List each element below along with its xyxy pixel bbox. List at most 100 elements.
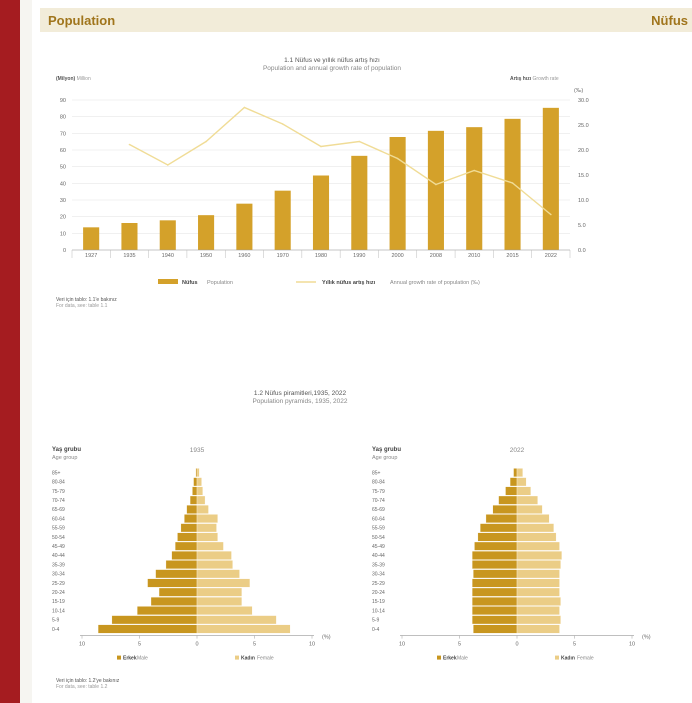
bar-female xyxy=(516,532,557,542)
bar-female xyxy=(516,569,560,579)
legend-label-male-en: Male xyxy=(137,656,148,662)
pyramid-x-tick-label: 5 xyxy=(253,642,256,648)
bar-female xyxy=(196,624,291,634)
age-group-label: 60-64 xyxy=(52,516,65,522)
bar-male xyxy=(158,587,198,597)
age-group-label: 30-34 xyxy=(372,572,385,578)
point-growth-rate xyxy=(358,140,361,143)
bar-population xyxy=(351,155,368,250)
legend-label-female-en: Female xyxy=(257,656,274,662)
bar-female xyxy=(516,578,560,588)
bar-population xyxy=(159,220,176,250)
bar-male xyxy=(471,578,518,588)
y2-tick-label: 5.0 xyxy=(578,223,586,229)
age-group-label: 35-39 xyxy=(52,562,65,568)
pyramid-unit-label: (%) xyxy=(642,635,651,641)
legend-label-male-tr: Erkek xyxy=(443,656,457,662)
bar-female xyxy=(516,514,550,523)
age-axis-label-tr: Yaş grubu xyxy=(52,447,81,453)
y2-tick-label: 0.0 xyxy=(578,248,586,254)
bar-male xyxy=(192,486,198,496)
age-group-label: 10-14 xyxy=(52,608,65,614)
bar-male xyxy=(97,624,198,634)
chart1-note-tr: Veri için tablo: 1.1'e bakınız xyxy=(56,297,117,303)
left-axis-label-tr: (Milyon) xyxy=(56,76,76,82)
y2-tick-label: 25.0 xyxy=(578,123,589,129)
chart1-subtitle: Population and annual growth rate of pop… xyxy=(262,65,402,72)
y2-tick-label: 15.0 xyxy=(578,173,589,179)
bar-male xyxy=(474,541,518,551)
bar-male xyxy=(155,569,198,579)
bar-male xyxy=(471,606,518,615)
bar-male xyxy=(471,551,518,560)
chart2-note-tr: Veri için tablo: 1.2'ye bakınız xyxy=(56,678,120,684)
age-group-label: 50-54 xyxy=(372,535,385,541)
pyramid-x-tick-label: 5 xyxy=(138,642,141,648)
left-margin xyxy=(20,0,32,703)
bar-female xyxy=(516,523,554,533)
age-group-label: 45-49 xyxy=(52,544,65,550)
age-group-label: 50-54 xyxy=(52,535,65,541)
bar-male xyxy=(471,587,518,597)
age-axis-label-tr: Yaş grubu xyxy=(372,447,401,453)
bar-population xyxy=(236,203,253,250)
bar-female xyxy=(516,624,560,634)
age-group-label: 45-49 xyxy=(372,544,385,550)
chart2-note-en: For data, see: table 1.2 xyxy=(56,684,108,690)
legend-label-male-tr: Erkek xyxy=(123,656,137,662)
age-group-label: 5-9 xyxy=(372,618,379,624)
bar-male xyxy=(150,597,198,606)
bar-population xyxy=(427,130,444,250)
point-growth-rate xyxy=(320,145,322,148)
bar-male xyxy=(174,541,198,551)
age-group-label: 75-79 xyxy=(372,489,385,495)
point-growth-rate xyxy=(435,183,437,186)
bar-population xyxy=(121,223,138,250)
pyramid-x-tick-label: 5 xyxy=(458,642,461,648)
x-tick-label: 2022 xyxy=(545,253,557,259)
y2-tick-label: 10.0 xyxy=(578,198,589,204)
bar-male xyxy=(193,477,198,487)
bar-male xyxy=(480,523,518,533)
bar-male xyxy=(195,468,198,477)
bar-female xyxy=(196,551,232,560)
age-group-label: 80-84 xyxy=(372,480,385,486)
age-group-label: 70-74 xyxy=(52,498,65,504)
bar-female xyxy=(516,541,560,551)
x-tick-label: 1940 xyxy=(162,253,174,259)
bar-population xyxy=(389,137,406,250)
chart1-left-axis-label: (Milyon) Million xyxy=(56,76,91,82)
pyramid-x-tick-label: 0 xyxy=(195,642,198,648)
chart2-note: Veri için tablo: 1.2'ye bakınız For data… xyxy=(56,678,119,690)
bar-female xyxy=(196,541,224,551)
point-growth-rate xyxy=(511,182,514,184)
bar-male xyxy=(186,505,198,514)
pyramid-unit-label: (%) xyxy=(322,635,331,641)
bar-male xyxy=(509,477,518,487)
y-tick-label: 10 xyxy=(60,231,66,237)
age-group-label: 40-44 xyxy=(52,553,65,559)
y-tick-label: 60 xyxy=(60,148,66,154)
bar-male xyxy=(111,615,198,625)
age-group-label: 10-14 xyxy=(372,608,385,614)
bar-male xyxy=(471,615,518,625)
chart1-title: 1.1 Nüfus ve yıllık nüfus artış hızı xyxy=(284,57,380,64)
bar-male xyxy=(492,505,518,514)
pyramid-x-tick-label: 10 xyxy=(399,642,405,648)
bar-female xyxy=(516,597,561,606)
age-group-label: 40-44 xyxy=(372,553,385,559)
bar-female xyxy=(196,477,202,487)
point-growth-rate xyxy=(243,106,246,109)
bar-female xyxy=(516,551,562,560)
x-tick-label: 2015 xyxy=(506,253,518,259)
bar-female xyxy=(516,587,560,597)
bar-male xyxy=(471,597,518,606)
bar-female xyxy=(196,615,277,625)
bar-population xyxy=(504,118,521,250)
age-group-label: 0-4 xyxy=(52,627,59,633)
x-tick-label: 1990 xyxy=(353,253,365,259)
y2-tick-label: 30.0 xyxy=(578,98,589,104)
y-tick-label: 40 xyxy=(60,181,66,187)
y-tick-label: 70 xyxy=(60,131,66,137)
bar-male xyxy=(147,578,198,588)
